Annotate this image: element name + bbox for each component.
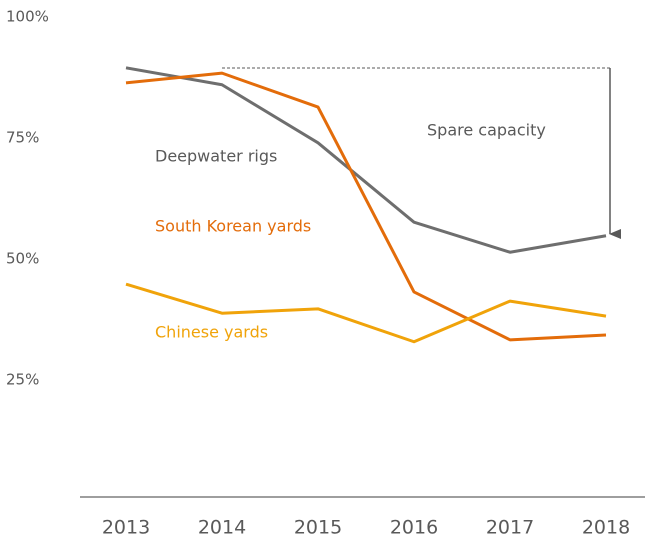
series-line — [125, 66, 607, 254]
x-tick-label: 2018 — [582, 517, 630, 539]
series-label: South Korean yards — [155, 217, 311, 236]
x-tick-label: 2017 — [486, 517, 534, 539]
y-tick-label: 25% — [6, 371, 39, 389]
series-line — [125, 282, 607, 344]
annotation: Spare capacity — [427, 121, 546, 140]
y-tick-label: 100% — [6, 8, 49, 26]
y-tick-label: 75% — [6, 129, 39, 147]
series-line — [125, 71, 607, 342]
x-tick-label: 2013 — [102, 517, 150, 539]
series-label: Deepwater rigs — [155, 147, 277, 166]
series-label: Chinese yards — [155, 323, 268, 342]
x-tick-label: 2016 — [390, 517, 438, 539]
x-tick-label: 2014 — [198, 517, 246, 539]
y-tick-label: 50% — [6, 250, 39, 268]
x-tick-label: 2015 — [294, 517, 342, 539]
